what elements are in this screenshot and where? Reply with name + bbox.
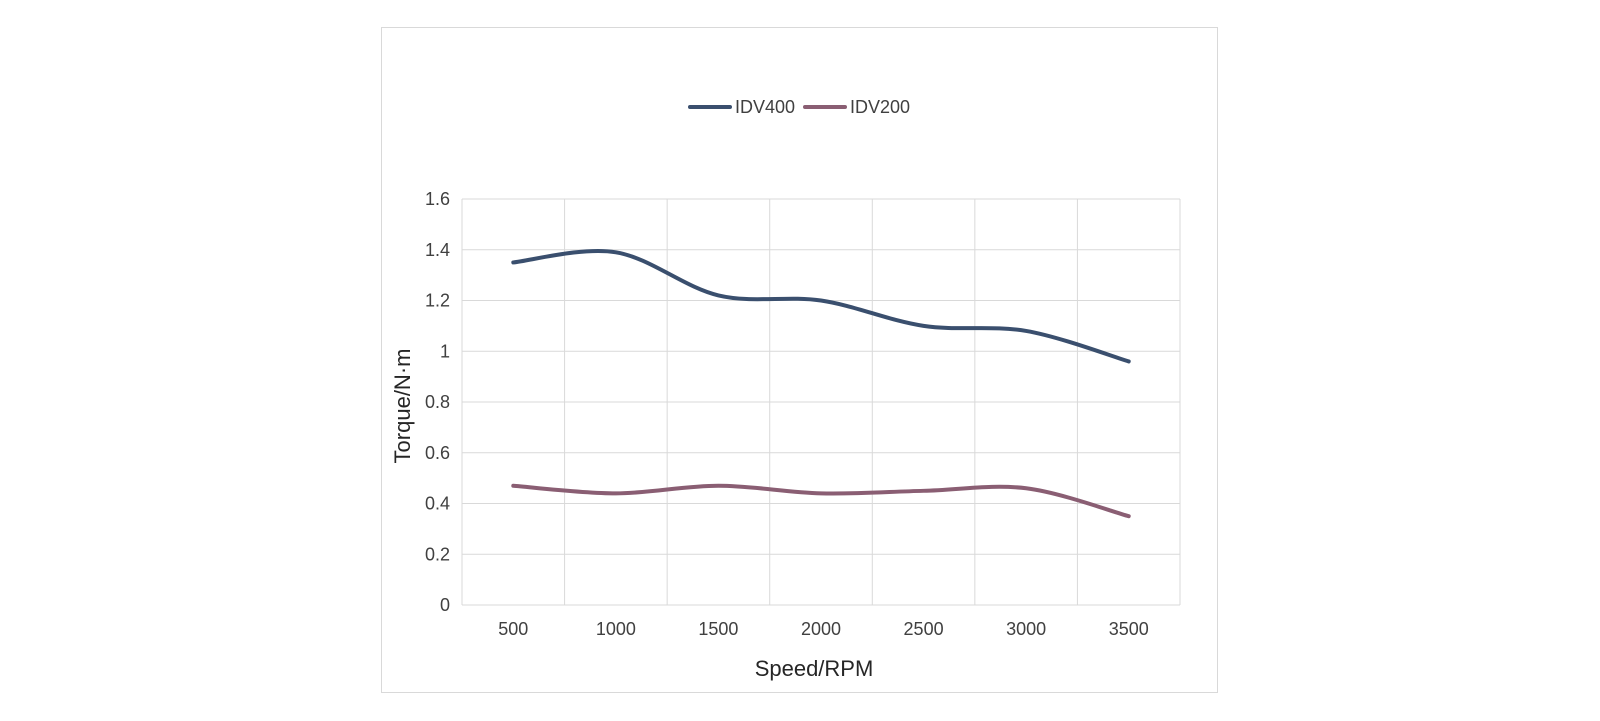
y-tick-label: 1 <box>440 341 450 361</box>
y-tick-label: 1.2 <box>425 291 450 311</box>
y-axis-ticks: 0 0.2 0.4 0.6 0.8 1 1.2 1.4 1.6 <box>425 189 450 615</box>
y-tick-label: 1.6 <box>425 189 450 209</box>
x-tick-label: 1500 <box>698 619 738 639</box>
chart-frame <box>381 27 1218 693</box>
y-tick-label: 0.8 <box>425 392 450 412</box>
x-tick-label: 3000 <box>1006 619 1046 639</box>
x-axis-ticks: 500 1000 1500 2000 2500 3000 3500 <box>498 619 1148 639</box>
y-tick-label: 0 <box>440 595 450 615</box>
y-tick-label: 0.4 <box>425 494 450 514</box>
grid <box>461 198 1181 606</box>
series-lines <box>511 249 1131 519</box>
y-tick-label: 0.6 <box>425 443 450 463</box>
series-line-idv200 <box>511 483 1131 519</box>
x-tick-label: 500 <box>498 619 528 639</box>
series-line-idv400 <box>511 249 1131 364</box>
x-tick-label: 2000 <box>801 619 841 639</box>
legend-label-idv400: IDV400 <box>735 97 795 117</box>
y-axis-title: Torque/N·m <box>390 349 415 464</box>
y-tick-label: 1.4 <box>425 240 450 260</box>
y-tick-label: 0.2 <box>425 544 450 564</box>
x-tick-label: 2500 <box>904 619 944 639</box>
x-tick-label: 3500 <box>1109 619 1149 639</box>
legend: IDV400 IDV200 <box>688 97 910 117</box>
x-axis-title: Speed/RPM <box>755 656 874 681</box>
x-tick-label: 1000 <box>596 619 636 639</box>
legend-label-idv200: IDV200 <box>850 97 910 117</box>
